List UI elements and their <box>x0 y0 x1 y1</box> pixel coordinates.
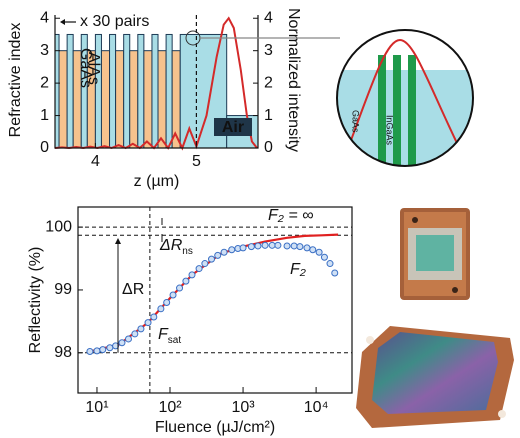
pairs-label: x 30 pairs <box>80 13 149 30</box>
data-point <box>158 306 164 312</box>
layer <box>152 34 158 148</box>
data-point <box>269 242 275 248</box>
y2-tick-label: 1 <box>264 107 273 124</box>
layer <box>144 51 152 148</box>
data-point <box>304 245 310 251</box>
data-point <box>316 249 322 255</box>
y2-tick-label: 3 <box>264 42 273 59</box>
y-tick-label: 1 <box>40 107 49 124</box>
data-point <box>321 254 327 260</box>
arrowhead <box>115 238 121 244</box>
pairs-arrowhead <box>60 19 65 25</box>
y-axis-label: Refractive index <box>7 23 24 138</box>
data-point <box>248 244 254 250</box>
y-tick-label: 4 <box>40 9 49 26</box>
layer <box>138 34 144 148</box>
data-point <box>202 261 208 267</box>
x-tick-label: 10³ <box>231 399 255 416</box>
y-tick-label: 98 <box>54 344 72 361</box>
x-axis-label: z (µm) <box>134 173 180 190</box>
delta-rns-label-sub: ns <box>182 246 193 257</box>
fsat-label-sub: sat <box>168 335 182 346</box>
layer <box>67 34 73 148</box>
data-point <box>291 243 297 249</box>
data-point <box>183 278 189 284</box>
inset-label: InGaAs <box>385 115 395 146</box>
data-point <box>151 314 157 320</box>
x-tick-label: 10² <box>158 399 182 416</box>
inset <box>330 25 480 185</box>
layer <box>55 34 59 148</box>
data-point <box>170 292 176 298</box>
y-axis-label: Reflectivity (%) <box>27 247 44 354</box>
y-tick-label: 100 <box>45 218 72 235</box>
data-point <box>221 249 227 255</box>
x-tick-label: 5 <box>192 153 201 170</box>
data-point <box>132 331 138 337</box>
inset-label: GaAs <box>351 110 361 133</box>
data-point <box>327 261 333 267</box>
x-tick-label: 10¹ <box>85 399 108 416</box>
delta-rns-label-main: ΔR <box>159 237 183 254</box>
data-point <box>240 245 246 251</box>
data-point <box>138 326 144 332</box>
layer <box>166 34 172 148</box>
y-tick-label: 99 <box>54 281 72 298</box>
photo-small-device <box>400 208 470 300</box>
air-label: Air <box>222 119 244 136</box>
x-axis-label: Fluence (µJ/cm²) <box>155 419 275 436</box>
fsat-label: Fsat <box>158 326 181 345</box>
data-point <box>255 243 261 249</box>
data-point <box>196 266 202 272</box>
data-point <box>87 349 93 355</box>
data-point <box>177 285 183 291</box>
y2-axis-label: Normalized intensity <box>285 8 302 152</box>
reflectivity-panel: F₂ = ∞ F₂ 98 99 100 10¹ 10² 10³ 10⁴ Fluence (µJ/c… <box>27 207 352 436</box>
y-tick-label: 2 <box>40 74 49 91</box>
y-tick-label: 0 <box>40 139 49 156</box>
figure: 0 1 2 3 4 0 1 2 3 4 4 5 z (µm) Refractive index Normal… <box>0 0 520 438</box>
delta-rns-label: ΔRns <box>159 237 193 256</box>
data-point <box>332 270 338 276</box>
data-point <box>164 300 170 306</box>
data-point <box>100 347 106 353</box>
y2-tick-label: 2 <box>264 74 273 91</box>
data-point <box>262 242 268 248</box>
photo-large-device <box>356 326 514 428</box>
layer <box>158 51 166 148</box>
data-point <box>297 244 303 250</box>
data-point <box>215 252 221 258</box>
y-tick-label: 3 <box>40 42 49 59</box>
series-label: F₂ = ∞ <box>268 207 314 224</box>
data-point <box>209 256 215 262</box>
data-point <box>94 348 100 354</box>
y2-tick-label: 4 <box>264 9 273 26</box>
data-point <box>145 320 151 326</box>
delta-r-label: ΔR <box>122 281 144 298</box>
data-point <box>189 272 195 278</box>
x-tick-label: 10⁴ <box>304 399 329 416</box>
layer <box>110 34 116 148</box>
data-point <box>310 247 316 253</box>
series-label: F₂ <box>290 261 306 278</box>
layer <box>116 51 124 148</box>
data-point <box>125 336 131 342</box>
data-point <box>275 242 281 248</box>
layer <box>59 51 67 148</box>
data-point <box>119 340 125 346</box>
layer <box>124 34 130 148</box>
data-point <box>284 243 290 249</box>
x-tick-label: 4 <box>91 153 100 170</box>
layer-label: AlAs <box>85 52 102 85</box>
y2-tick-label: 0 <box>264 139 273 156</box>
layer <box>130 51 138 148</box>
data-point <box>229 247 235 253</box>
index-panel: 0 1 2 3 4 0 1 2 3 4 4 5 z (µm) Refractive index Normal… <box>7 8 302 190</box>
data-point <box>107 345 113 351</box>
